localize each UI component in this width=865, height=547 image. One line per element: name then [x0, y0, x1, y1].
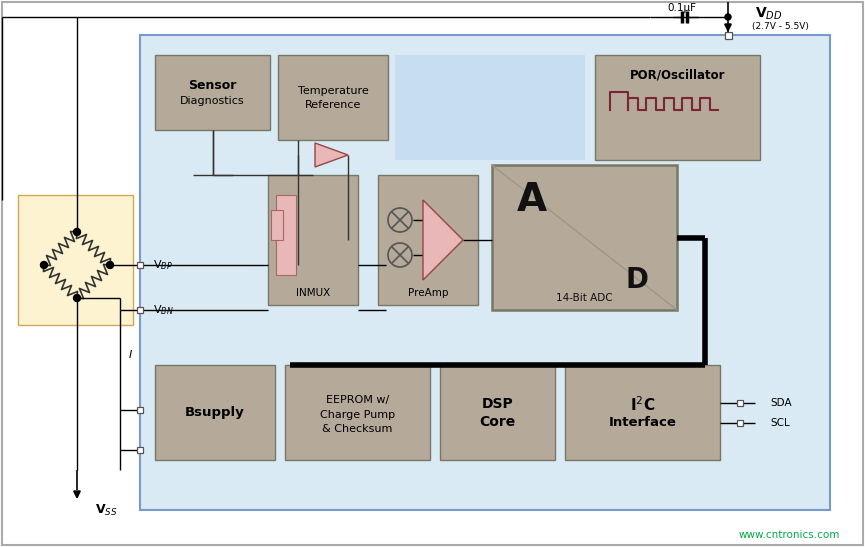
Bar [137, 407, 143, 413]
Text: V$_{SS}$: V$_{SS}$ [95, 503, 118, 517]
FancyBboxPatch shape [268, 175, 358, 305]
Text: POR/Oscillator: POR/Oscillator [630, 68, 725, 82]
Text: Interface: Interface [609, 416, 676, 429]
Text: (2.7V - 5.5V): (2.7V - 5.5V) [752, 21, 809, 31]
Text: SDA: SDA [770, 398, 791, 408]
Text: Charge Pump: Charge Pump [320, 410, 395, 420]
Text: A: A [517, 181, 547, 219]
Text: Temperature: Temperature [298, 85, 368, 96]
Text: DSP: DSP [482, 398, 513, 411]
Text: V$_{BP}$: V$_{BP}$ [153, 258, 173, 272]
Text: Core: Core [479, 416, 516, 429]
FancyBboxPatch shape [285, 365, 430, 460]
Text: SCL: SCL [770, 417, 790, 428]
Text: V$_{BN}$: V$_{BN}$ [153, 303, 174, 317]
Bar [137, 262, 143, 268]
Text: I: I [128, 350, 131, 360]
Text: D: D [625, 266, 649, 294]
Circle shape [74, 294, 80, 301]
Bar [137, 307, 143, 313]
Circle shape [725, 14, 731, 20]
Circle shape [106, 261, 113, 269]
Circle shape [41, 261, 48, 269]
FancyBboxPatch shape [278, 55, 388, 140]
FancyBboxPatch shape [155, 55, 270, 130]
FancyBboxPatch shape [140, 35, 830, 510]
Polygon shape [315, 143, 348, 167]
Text: Bsupply: Bsupply [185, 406, 245, 419]
Text: & Checksum: & Checksum [323, 423, 393, 434]
FancyBboxPatch shape [276, 195, 296, 275]
Polygon shape [423, 200, 463, 280]
Bar [737, 399, 743, 405]
Text: 0.1μF: 0.1μF [668, 3, 696, 13]
Bar [725, 32, 732, 38]
Text: I$^2$C: I$^2$C [630, 395, 655, 414]
Text: V$_{DD}$: V$_{DD}$ [755, 6, 783, 22]
Text: Diagnostics: Diagnostics [180, 96, 245, 106]
FancyBboxPatch shape [271, 210, 283, 240]
FancyBboxPatch shape [440, 365, 555, 460]
Circle shape [74, 229, 80, 236]
Text: Reference: Reference [304, 101, 362, 110]
Text: 14-Bit ADC: 14-Bit ADC [556, 293, 612, 303]
Text: PreAmp: PreAmp [407, 288, 448, 298]
FancyBboxPatch shape [155, 365, 275, 460]
FancyBboxPatch shape [565, 365, 720, 460]
Text: INMUX: INMUX [296, 288, 330, 298]
FancyBboxPatch shape [395, 55, 585, 160]
Text: EEPROM w/: EEPROM w/ [326, 395, 389, 405]
FancyBboxPatch shape [378, 175, 478, 305]
Text: www.cntronics.com: www.cntronics.com [739, 530, 840, 540]
FancyBboxPatch shape [18, 195, 133, 325]
Text: Sensor: Sensor [189, 79, 237, 92]
FancyBboxPatch shape [492, 165, 677, 310]
FancyBboxPatch shape [595, 55, 760, 160]
Bar [737, 420, 743, 426]
Bar [137, 447, 143, 453]
